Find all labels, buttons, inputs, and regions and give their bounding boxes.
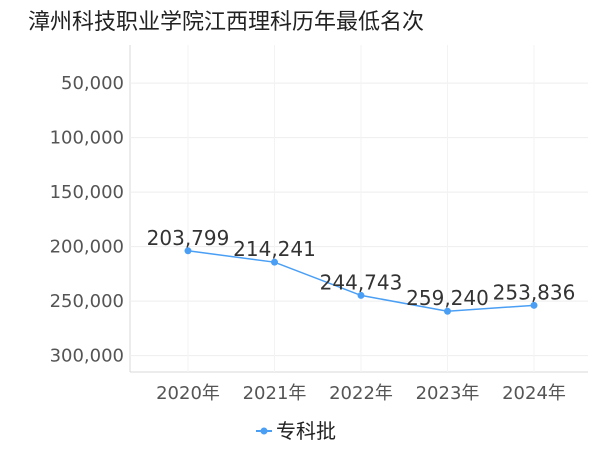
data-label: 203,799 bbox=[147, 226, 230, 250]
y-tick-label: 50,000 bbox=[61, 73, 124, 94]
chart-title: 漳州科技职业学院江西理科历年最低名次 bbox=[28, 10, 425, 35]
data-point bbox=[357, 291, 365, 299]
data-point bbox=[444, 307, 451, 315]
data-label: 253,836 bbox=[493, 280, 576, 304]
y-tick-label: 100,000 bbox=[50, 128, 124, 149]
x-tick-label: 2023年 bbox=[416, 383, 480, 404]
legend-marker bbox=[260, 427, 268, 435]
x-tick-label: 2021年 bbox=[243, 383, 307, 404]
legend-label: 专科批 bbox=[276, 419, 336, 443]
y-tick-label: 250,000 bbox=[50, 291, 124, 312]
x-tick-label: 2022年 bbox=[329, 383, 393, 404]
x-tick-label: 2020年 bbox=[156, 383, 220, 404]
data-label: 214,241 bbox=[233, 237, 316, 261]
data-label: 244,743 bbox=[320, 270, 403, 294]
y-tick-label: 150,000 bbox=[50, 182, 124, 203]
data-point bbox=[530, 301, 538, 309]
x-tick-label: 2024年 bbox=[502, 383, 566, 404]
data-label: 259,240 bbox=[406, 286, 489, 310]
y-tick-label: 300,000 bbox=[50, 346, 124, 367]
data-point bbox=[184, 247, 192, 255]
data-point bbox=[271, 258, 278, 266]
y-tick-label: 200,000 bbox=[50, 237, 124, 258]
